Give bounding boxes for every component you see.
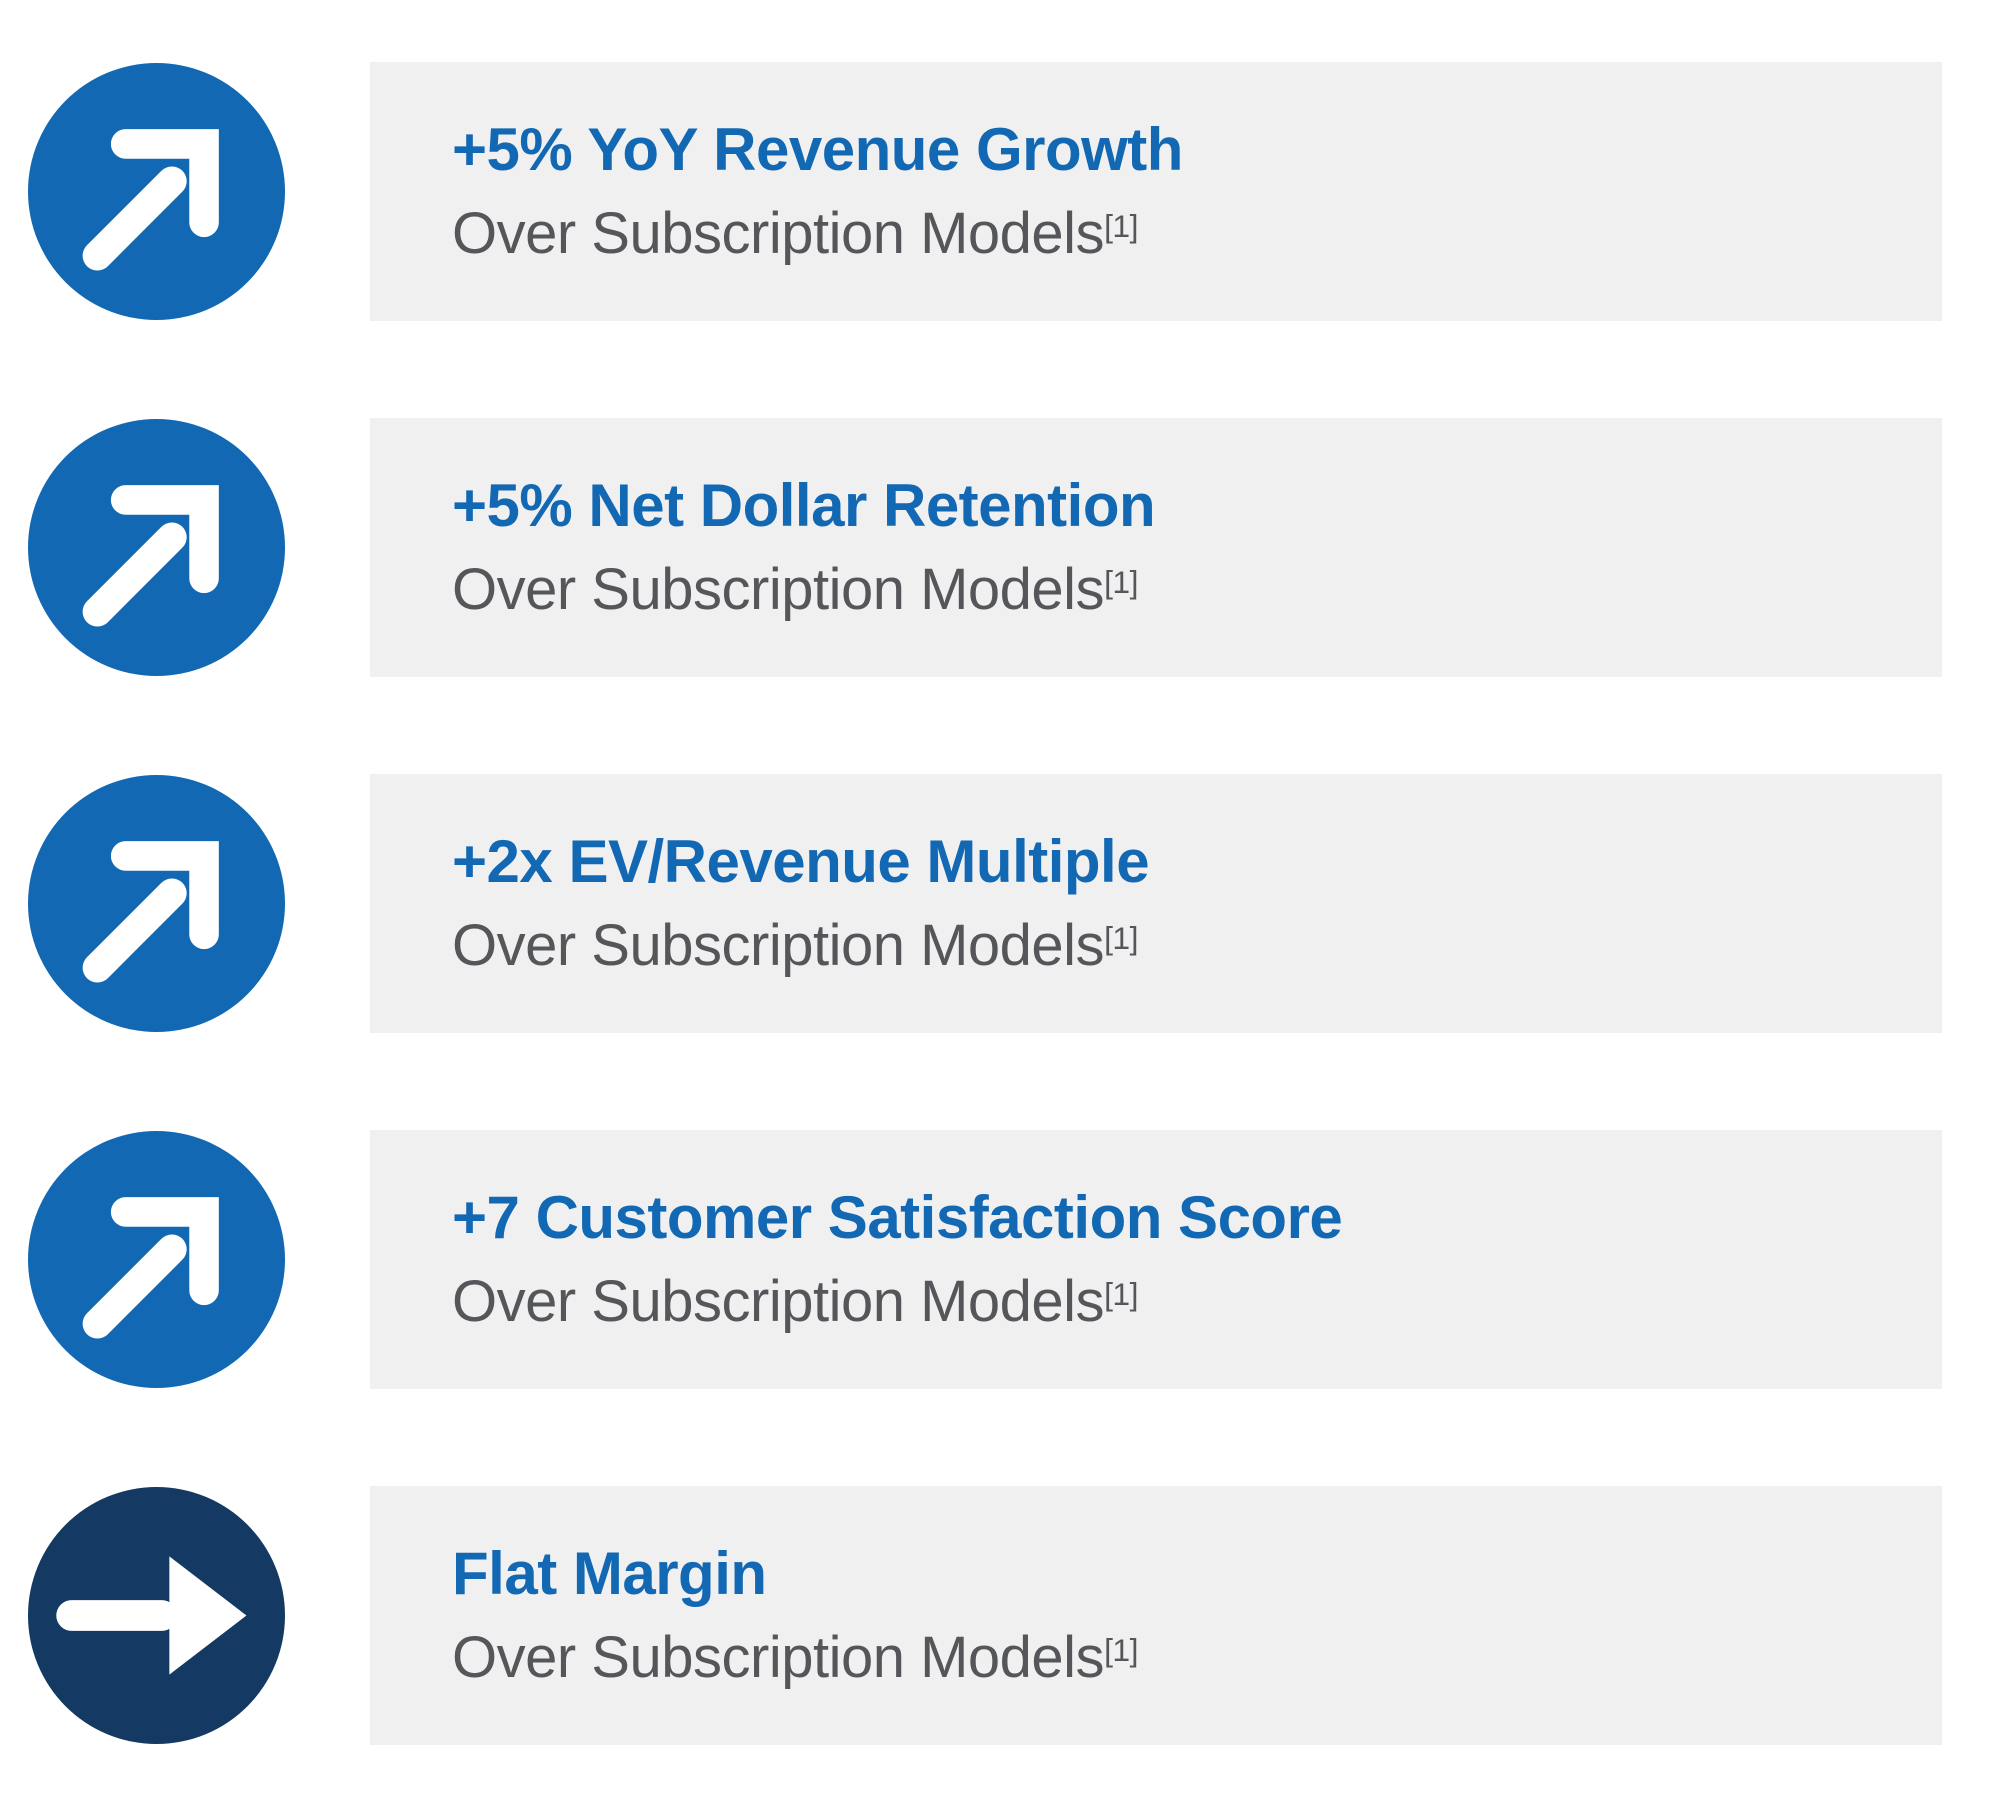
- metric-subtitle-text: Over Subscription Models: [452, 1268, 1105, 1334]
- arrow-up-right-icon: [28, 63, 285, 320]
- metric-title: Flat Margin: [452, 1539, 767, 1607]
- metric-row-ev-revenue-multiple: +2x EV/Revenue Multiple Over Subscriptio…: [28, 774, 1942, 1033]
- metric-card: +5% Net Dollar Retention Over Subscripti…: [370, 418, 1942, 677]
- footnote-ref: [1]: [1104, 1632, 1139, 1669]
- metric-subtitle: Over Subscription Models[1]: [452, 556, 1942, 622]
- arrow-right-icon: [28, 1487, 285, 1744]
- metric-subtitle: Over Subscription Models[1]: [452, 912, 1942, 978]
- metric-title: +7 Customer Satisfaction Score: [452, 1183, 1343, 1251]
- metric-title: +2x EV/Revenue Multiple: [452, 827, 1150, 895]
- footnote-ref: [1]: [1104, 564, 1139, 601]
- metric-card: Flat Margin Over Subscription Models[1]: [370, 1486, 1942, 1745]
- metric-row-net-dollar-retention: +5% Net Dollar Retention Over Subscripti…: [28, 418, 1942, 677]
- footnote-ref: [1]: [1104, 208, 1139, 245]
- metric-row-customer-satisfaction: +7 Customer Satisfaction Score Over Subs…: [28, 1130, 1942, 1389]
- metric-subtitle: Over Subscription Models[1]: [452, 1268, 1942, 1334]
- metric-subtitle-text: Over Subscription Models: [452, 912, 1105, 978]
- metric-title: +5% Net Dollar Retention: [452, 471, 1156, 539]
- metric-card: +2x EV/Revenue Multiple Over Subscriptio…: [370, 774, 1942, 1033]
- metric-title: +5% YoY Revenue Growth: [452, 115, 1183, 183]
- metric-subtitle: Over Subscription Models[1]: [452, 1624, 1942, 1690]
- arrow-up-right-icon: [28, 419, 285, 676]
- metric-subtitle: Over Subscription Models[1]: [452, 200, 1942, 266]
- metric-card: +5% YoY Revenue Growth Over Subscription…: [370, 62, 1942, 321]
- arrow-up-right-icon: [28, 1131, 285, 1388]
- metric-row-revenue-growth: +5% YoY Revenue Growth Over Subscription…: [28, 62, 1942, 321]
- metric-subtitle-text: Over Subscription Models: [452, 1624, 1105, 1690]
- arrow-up-right-icon: [28, 775, 285, 1032]
- footnote-ref: [1]: [1104, 1276, 1139, 1313]
- footnote-ref: [1]: [1104, 920, 1139, 957]
- metric-card: +7 Customer Satisfaction Score Over Subs…: [370, 1130, 1942, 1389]
- metric-subtitle-text: Over Subscription Models: [452, 556, 1105, 622]
- metric-subtitle-text: Over Subscription Models: [452, 200, 1105, 266]
- metric-row-flat-margin: Flat Margin Over Subscription Models[1]: [28, 1486, 1942, 1745]
